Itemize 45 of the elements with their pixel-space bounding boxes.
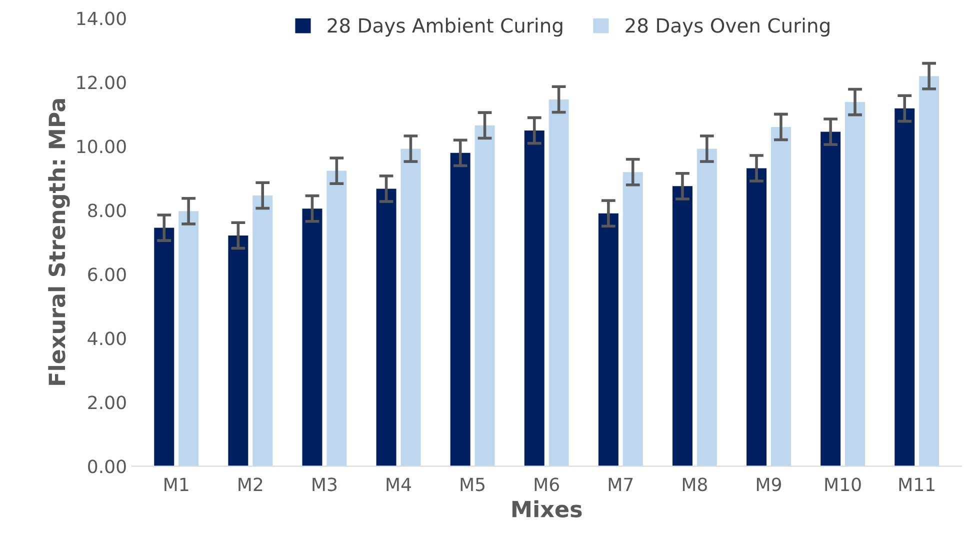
legend-label: 28 Days Ambient Curing bbox=[328, 18, 562, 37]
y-tick-label: 6.00 bbox=[88, 268, 126, 282]
x-tick-label: M8 bbox=[682, 478, 707, 492]
x-tick-label: M10 bbox=[825, 478, 861, 492]
bar bbox=[598, 213, 618, 466]
x-tick-label: M6 bbox=[534, 478, 559, 492]
y-tick-label: 4.00 bbox=[88, 332, 126, 346]
y-tick-label: 12.00 bbox=[77, 76, 126, 90]
bar bbox=[746, 168, 767, 466]
x-tick-label: M2 bbox=[238, 478, 262, 491]
bar bbox=[672, 186, 692, 466]
x-tick-label: M9 bbox=[756, 478, 782, 492]
bar bbox=[820, 132, 841, 466]
bar bbox=[400, 148, 421, 466]
x-tick-label: M1 bbox=[164, 478, 188, 491]
bar bbox=[376, 188, 396, 466]
legend-label: 28 Days Oven Curing bbox=[626, 18, 830, 37]
y-tick-label: 0.00 bbox=[88, 460, 126, 474]
bar bbox=[228, 235, 248, 466]
y-tick-label: 14.00 bbox=[77, 12, 126, 26]
bar bbox=[548, 99, 569, 466]
bar bbox=[474, 125, 495, 466]
y-axis-title: Flexural Strength: MPa bbox=[48, 99, 70, 385]
x-tick-label: M11 bbox=[899, 478, 934, 491]
x-tick-label: M3 bbox=[312, 478, 337, 492]
bar bbox=[326, 170, 347, 466]
x-tick-label: M4 bbox=[386, 478, 412, 491]
y-tick-label: 2.00 bbox=[88, 396, 126, 410]
bar bbox=[302, 208, 322, 466]
x-axis-title: Mixes bbox=[512, 500, 582, 518]
bar bbox=[622, 172, 643, 466]
x-tick-label: M5 bbox=[460, 478, 484, 492]
bar bbox=[919, 76, 940, 466]
bar bbox=[770, 126, 791, 466]
x-tick-label: M7 bbox=[608, 478, 633, 491]
bar bbox=[154, 228, 174, 466]
y-tick-label: 10.00 bbox=[77, 140, 126, 154]
bar bbox=[845, 102, 866, 466]
bar bbox=[524, 130, 544, 466]
bar bbox=[252, 195, 273, 466]
bar bbox=[894, 108, 915, 466]
y-tick-label: 8.00 bbox=[88, 204, 126, 218]
bar bbox=[178, 211, 199, 466]
bar bbox=[450, 152, 470, 466]
bar bbox=[696, 148, 717, 466]
